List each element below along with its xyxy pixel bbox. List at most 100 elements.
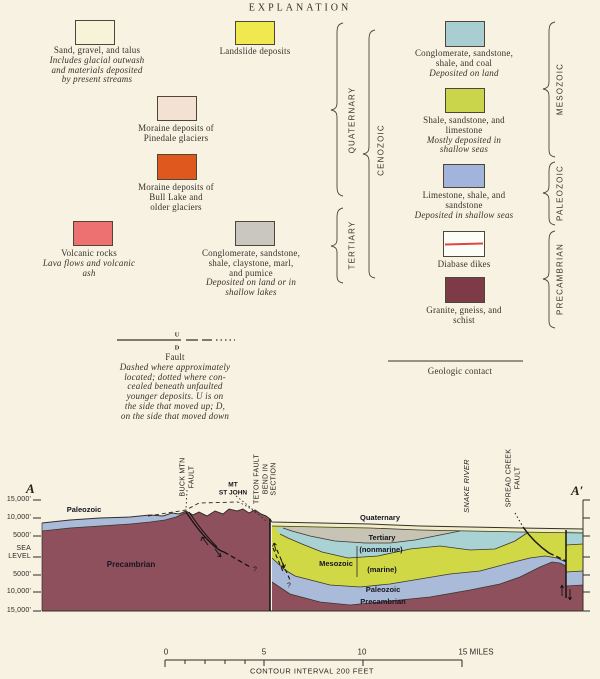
query-mark-teton: ? [287,582,291,590]
legend-label: Moraine deposits of [138,123,214,133]
label-line: SPREAD CREEK [505,448,513,508]
legend-label: Pinedale glaciers [143,132,209,143]
swatch-tertiary-conglomerate [235,221,275,246]
legend-label: limestone [445,124,483,135]
buck-mtn-fault-label: BUCK MTN FAULT [180,458,197,497]
legend-note: and materials deposited [51,64,143,75]
legend-label: shale, claystone, marl, [208,257,294,268]
brace-cenozoic [362,29,376,279]
teton-fault-strand [272,547,285,575]
spread-creek-fault-dashed [548,552,567,562]
buck-mtn-fault-curve [185,511,225,553]
legend-note: Deposited on land [429,67,499,78]
label-paleozoic-left: Paleozoic [66,504,102,514]
fault-desc: younger deposits. U is on [126,391,224,402]
legend-note: Deposited on land or in [205,277,297,288]
fault-d-label: D [174,344,180,352]
scale-5: 5 [261,647,267,657]
legend-item-paleozoic-limestone: Limestone, shale, and sandstone Deposite… [384,190,544,220]
legend-label: Bull Lake and [149,191,203,202]
cross-section [33,489,590,667]
legend-label: Conglomerate, sandstone, [201,248,301,258]
legend-item-landslide: Landslide deposits [175,46,335,57]
legend-label: Moraine deposits of [138,182,214,192]
section-end-a-prime: A′ [571,483,584,498]
legend-note: Mostly deposited in [426,134,502,145]
legend-note: by present streams [61,74,133,85]
legend-label: Sand, gravel, and talus [53,45,141,55]
legend-label: Granite, gneiss, and [426,305,502,315]
projected-profile [147,489,267,522]
swatch-mesozoic-conglomerate [445,21,485,47]
label-line: SECTION [270,462,278,496]
movement-arrows [200,536,572,601]
fault-desc: on the side that moved down [120,410,230,421]
mt-st-john-label: MT ST JOHN [219,482,247,497]
legend-item-mesozoic-conglomerate: Conglomerate, sandstone, shale, and coal… [384,48,544,78]
label-tertiary: Tertiary [368,532,396,542]
section-quaternary [272,522,583,533]
snake-river-label: SNAKE RIVER [461,459,471,513]
brace-tertiary [330,207,344,284]
legend-item-volcanic: Volcanic rocks Lava flows and volcanic a… [9,248,169,278]
swatch-landslide [235,21,275,45]
legend-item-diabase-dikes: Diabase dikes [384,259,544,270]
legend-note: Deposited in shallow seas [414,209,514,220]
brace-paleozoic [542,161,556,226]
legend-label: Conglomerate, sandstone, [414,48,514,58]
brace-mesozoic [542,21,556,158]
section-precambrian-mountain [42,509,270,611]
legend-item-granite-gneiss-schist: Granite, gneiss, and schist [384,305,544,326]
label-mesozoic: Mesozoic [319,558,353,568]
legend-label: sandstone [445,199,483,210]
buck-mtn-fault-dashed [223,551,251,568]
legend-item-bull-lake-moraine: Moraine deposits of Bull Lake and older … [96,182,256,212]
query-mark-buck: ? [253,566,257,574]
section-right-marine [566,544,583,572]
teton-fault-strand2 [276,549,291,581]
elev-label-10000-lower: 10,000' [6,588,31,595]
label-line: BEND IN [261,463,269,495]
elev-label-10000-upper: 10,000' [6,514,31,521]
faults [185,511,567,611]
label-marine: (marine) [367,564,397,574]
swatch-mesozoic-shale [445,88,485,113]
fault-desc: cealed beneath unfaulted [127,381,223,392]
legend-note: Lava flows and volcanic [42,257,136,268]
legend-label: Landslide deposits [219,46,291,56]
label-precambrian-left: Precambrian [106,559,156,569]
legend-label: older glaciers [150,201,202,212]
label-nonmarine: (nonmarine) [359,544,403,554]
section-precambrian-basin [272,562,566,611]
brace-precambrian [542,230,556,329]
swatch-sand-gravel-talus [75,20,115,45]
spread-creek-fault-label: SPREAD CREEK FAULT [506,449,523,507]
fault-desc: Dashed where approximately [119,361,231,372]
scale-10: 10 [357,647,367,657]
label-line: BUCK MTN [179,457,187,497]
elev-label-5000-upper: 5000' [13,532,31,539]
legend-item-pinedale-moraine: Moraine deposits of Pinedale glaciers [96,123,256,144]
scale-15-miles: 15 MILES [458,647,494,657]
section-right-paleozoic [566,571,583,586]
swatch-paleozoic-limestone [443,164,485,188]
label-line: FAULT [188,465,195,489]
legend-label: and pumice [229,267,273,278]
contour-interval-label: CONTOUR INTERVAL 200 FEET [250,666,374,676]
label-line: ST JOHN [218,489,248,496]
swatch-granite-gneiss-schist [445,277,485,303]
legend-note: shallow seas [439,144,489,155]
legend-item-tertiary-conglomerate: Conglomerate, sandstone, shale, clayston… [171,248,331,298]
section-paleozoic-band [272,556,566,605]
legend-label: shale, and coal [435,57,493,68]
elevation-ticks [33,499,590,612]
scale-0: 0 [163,647,169,657]
swatch-pinedale-moraine [157,96,197,121]
label-line: TETON FAULT [253,453,261,505]
legend-label: Diabase dikes [437,259,491,269]
elev-label-sea: SEA [16,545,31,552]
fault-desc: located; dotted where con- [124,371,226,382]
elev-label-level: LEVEL [8,553,31,560]
fault-label: Fault [165,352,185,362]
